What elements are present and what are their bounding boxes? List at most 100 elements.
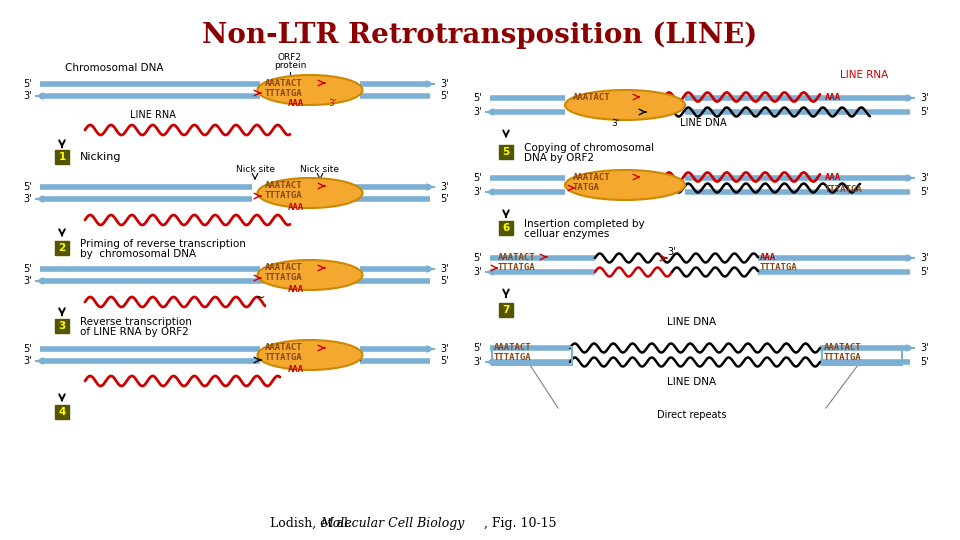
Text: AAATACT: AAATACT [573,172,611,181]
Text: LINE DNA: LINE DNA [667,317,716,327]
Ellipse shape [257,75,363,105]
Text: AAA: AAA [288,364,304,374]
Text: celluar enzymes: celluar enzymes [524,229,610,239]
Text: 4: 4 [59,407,65,417]
Text: 3': 3' [611,118,619,127]
Text: 5': 5' [440,91,448,101]
Text: 5': 5' [473,253,482,263]
Text: Nicking: Nicking [80,152,122,162]
Text: AAATACT: AAATACT [573,92,611,102]
Text: LINE RNA: LINE RNA [840,70,888,80]
Text: 5': 5' [23,182,32,192]
Ellipse shape [257,260,363,290]
Text: AAA: AAA [760,253,776,261]
Text: 3': 3' [440,79,448,89]
Text: ORF2: ORF2 [278,53,302,63]
Text: 3': 3' [473,187,482,197]
Text: 5': 5' [473,93,482,103]
Text: 3': 3' [473,357,482,367]
Text: Nick site: Nick site [300,165,340,174]
Text: DNA by ORF2: DNA by ORF2 [524,153,594,163]
Text: 3': 3' [328,99,336,109]
Text: 3': 3' [668,247,676,257]
Text: AAATACT: AAATACT [265,181,302,191]
Text: Reverse transcription: Reverse transcription [80,317,192,327]
Text: AAA: AAA [825,172,841,181]
Bar [55,405,69,419]
Text: TTTATGA: TTTATGA [760,264,798,273]
Text: 5': 5' [440,194,448,204]
Text: TTTATGA: TTTATGA [824,354,862,362]
Text: TTTATGA: TTTATGA [265,354,302,362]
Text: protein: protein [274,60,306,70]
Ellipse shape [257,178,363,208]
Text: 3': 3' [440,344,448,354]
Bar [55,241,69,255]
Text: 5': 5' [920,107,928,117]
Text: 5': 5' [920,357,928,367]
Text: 6: 6 [502,223,510,233]
Text: AAATACT: AAATACT [265,343,302,353]
Text: AAA: AAA [288,285,304,294]
Bar [55,150,69,164]
Text: TTTATGA: TTTATGA [494,354,532,362]
Text: by  chromosomal DNA: by chromosomal DNA [80,249,196,259]
Text: TTTATGA: TTTATGA [498,264,536,273]
Text: 5': 5' [440,276,448,286]
Text: Non-LTR Retrotransposition (LINE): Non-LTR Retrotransposition (LINE) [203,22,757,49]
Text: Lodish, et al.: Lodish, et al. [270,516,356,530]
Text: 3': 3' [440,264,448,274]
Text: Priming of reverse transcription: Priming of reverse transcription [80,239,246,249]
Text: Molecular Cell Biology: Molecular Cell Biology [320,516,465,530]
Text: 5': 5' [23,344,32,354]
Text: Direct repeats: Direct repeats [658,410,727,420]
Text: AAA: AAA [825,92,841,102]
Text: Insertion completed by: Insertion completed by [524,219,644,229]
Text: 5': 5' [473,173,482,183]
Text: AAA: AAA [288,99,304,109]
Text: AAATACT: AAATACT [824,342,862,352]
Bar [499,221,513,235]
Text: Copying of chromosomal: Copying of chromosomal [524,143,654,153]
Text: 3': 3' [23,276,32,286]
Text: TTTATGA: TTTATGA [265,192,302,200]
Text: Nick site: Nick site [235,165,275,174]
Text: TTTATGA: TTTATGA [265,273,302,282]
Text: 3': 3' [473,267,482,277]
Text: 5': 5' [473,343,482,353]
Text: 3': 3' [23,356,32,366]
Text: 3': 3' [920,343,928,353]
Text: TATGA: TATGA [573,184,600,192]
Bar [499,145,513,159]
Text: 7: 7 [502,305,510,315]
Text: Chromosomal DNA: Chromosomal DNA [65,63,163,73]
Bar [499,303,513,317]
Text: 3': 3' [920,93,928,103]
Text: ~: ~ [255,291,266,303]
Ellipse shape [257,340,363,370]
Text: 2: 2 [59,243,65,253]
Bar [55,319,69,333]
Text: 1: 1 [59,152,65,162]
Text: AAATACT: AAATACT [265,264,302,273]
Text: 3': 3' [920,253,928,263]
Text: AAA: AAA [288,202,304,212]
Text: 5': 5' [440,356,448,366]
Text: AAATACT: AAATACT [494,342,532,352]
Text: LINE DNA: LINE DNA [680,118,727,128]
Text: TTTATGA: TTTATGA [825,186,863,194]
Text: LINE RNA: LINE RNA [130,110,176,120]
Text: AAATACT: AAATACT [498,253,536,261]
Text: 5': 5' [920,267,928,277]
Text: LINE DNA: LINE DNA [667,377,716,387]
Text: 3: 3 [59,321,65,331]
Text: 3': 3' [440,182,448,192]
Text: AAATACT: AAATACT [265,78,302,87]
Text: TTTATGA: TTTATGA [265,89,302,98]
Text: 5': 5' [23,79,32,89]
Text: 3': 3' [23,194,32,204]
Text: 3': 3' [920,173,928,183]
Text: , Fig. 10-15: , Fig. 10-15 [484,516,557,530]
Text: 5: 5 [502,147,510,157]
Text: of LINE RNA by ORF2: of LINE RNA by ORF2 [80,327,189,337]
